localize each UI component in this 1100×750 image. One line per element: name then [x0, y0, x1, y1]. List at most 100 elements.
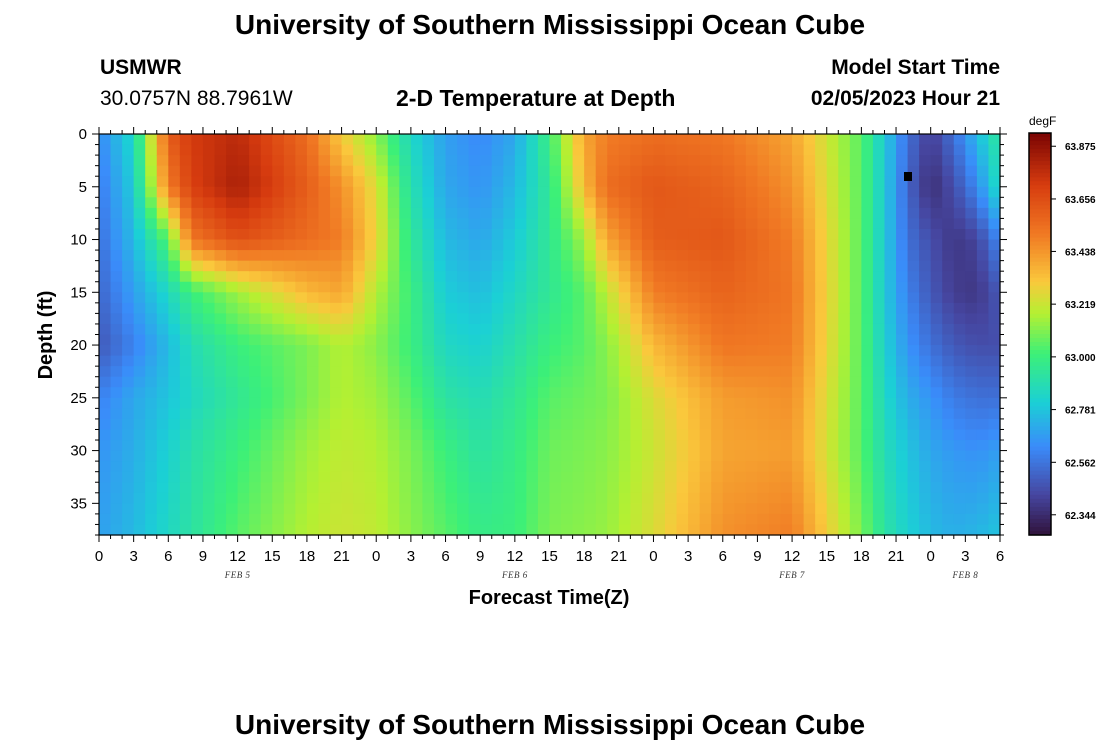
heatmap-cell — [202, 397, 216, 409]
heatmap-cell — [457, 513, 470, 526]
heatmap-cell — [711, 503, 724, 515]
colorbar-strip — [1029, 506, 1051, 512]
heatmap-cell — [168, 228, 181, 241]
heatmap-cell — [618, 376, 631, 388]
heatmap-cell — [838, 450, 851, 462]
heatmap-cell — [572, 503, 585, 515]
heatmap-cell — [861, 144, 874, 156]
heatmap-cell — [665, 418, 678, 431]
heatmap-cell — [202, 176, 216, 188]
heatmap-cell — [537, 492, 551, 504]
heatmap-cell — [503, 345, 516, 357]
heatmap-cell — [133, 345, 146, 357]
colorbar-strip — [1029, 205, 1051, 210]
heatmap-cell — [815, 524, 828, 536]
heatmap-cell — [503, 302, 516, 314]
heatmap-cell — [410, 366, 424, 378]
heatmap-cell — [272, 176, 285, 188]
heatmap-cell — [699, 408, 712, 420]
heatmap-cell — [792, 397, 805, 409]
heatmap-cell — [410, 218, 424, 230]
heatmap-cell — [445, 155, 458, 167]
heatmap-cell — [99, 302, 112, 314]
heatmap-cell — [110, 408, 123, 420]
heatmap-cell — [757, 408, 770, 420]
heatmap-cell — [260, 292, 273, 304]
heatmap-cell — [849, 492, 862, 504]
heatmap-cell — [145, 165, 158, 177]
colorbar-strip — [1029, 478, 1051, 484]
heatmap-cell — [468, 450, 481, 462]
heatmap-cell — [896, 418, 909, 431]
heatmap-cell — [341, 482, 354, 494]
heatmap-cell — [849, 376, 862, 388]
heatmap-cell — [364, 228, 377, 241]
heatmap-cell — [618, 218, 631, 230]
heatmap-cell — [491, 450, 504, 462]
heatmap-cell — [133, 313, 146, 325]
y-tick-label: 15 — [70, 284, 87, 301]
heatmap-cell — [549, 524, 562, 536]
heatmap-cell — [202, 134, 216, 146]
heatmap-cell — [757, 397, 770, 409]
heatmap-cell — [445, 450, 458, 462]
heatmap-cell — [156, 440, 169, 452]
heatmap-cell — [376, 228, 389, 241]
heatmap-cell — [99, 366, 112, 378]
heatmap-cell — [549, 471, 562, 483]
heatmap-cell — [306, 440, 320, 452]
heatmap-cell — [976, 197, 990, 209]
heatmap-cell — [433, 239, 447, 251]
heatmap-cell — [584, 197, 597, 209]
heatmap-cell — [896, 207, 909, 220]
heatmap-cell — [792, 387, 805, 399]
heatmap-cell — [156, 482, 169, 494]
heatmap-cell — [341, 228, 354, 241]
heatmap-cell — [457, 218, 470, 230]
heatmap-cell — [480, 450, 493, 462]
heatmap-cell — [364, 492, 377, 504]
heatmap-cell — [537, 461, 551, 473]
heatmap-cell — [145, 302, 158, 314]
colorbar-strip — [1029, 402, 1051, 407]
heatmap-cell — [353, 323, 366, 336]
heatmap-cell — [838, 239, 851, 251]
heatmap-cell — [688, 176, 701, 188]
heatmap-cell — [826, 397, 839, 409]
heatmap-cell — [341, 260, 354, 272]
heatmap-cell — [480, 302, 493, 314]
heatmap-cell — [803, 144, 816, 156]
heatmap-cell — [122, 513, 135, 526]
heatmap-cell — [803, 345, 816, 357]
heatmap-cell — [433, 260, 447, 272]
heatmap-cell — [457, 503, 470, 515]
heatmap-cell — [295, 176, 308, 188]
heatmap-cell — [630, 461, 643, 473]
heatmap-cell — [849, 176, 862, 188]
heatmap-cell — [988, 345, 1001, 357]
heatmap-cell — [179, 155, 193, 167]
heatmap-cell — [191, 250, 204, 262]
heatmap-cell — [353, 218, 366, 230]
heatmap-cell — [803, 387, 816, 399]
x-tick-label: 18 — [853, 548, 870, 565]
heatmap-cell — [595, 218, 608, 230]
heatmap-cell — [410, 281, 424, 293]
heatmap-cell — [318, 461, 331, 473]
heatmap-cell — [768, 228, 782, 241]
heatmap-cell — [815, 418, 828, 431]
heatmap-cell — [318, 323, 331, 336]
heatmap-cell — [734, 334, 747, 346]
heatmap-cell — [99, 197, 112, 209]
heatmap-cell — [618, 503, 631, 515]
heatmap-cell — [768, 207, 782, 220]
heatmap-cell — [422, 387, 435, 399]
heatmap-cell — [491, 165, 504, 177]
heatmap-cell — [988, 503, 1001, 515]
heatmap-cell — [584, 302, 597, 314]
heatmap-cell — [757, 144, 770, 156]
heatmap-cell — [410, 302, 424, 314]
heatmap-cell — [491, 376, 504, 388]
heatmap-cell — [734, 471, 747, 483]
